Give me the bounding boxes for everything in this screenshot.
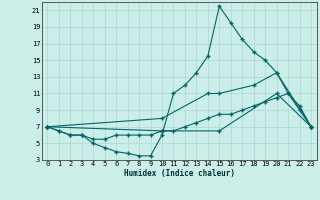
X-axis label: Humidex (Indice chaleur): Humidex (Indice chaleur) [124, 169, 235, 178]
